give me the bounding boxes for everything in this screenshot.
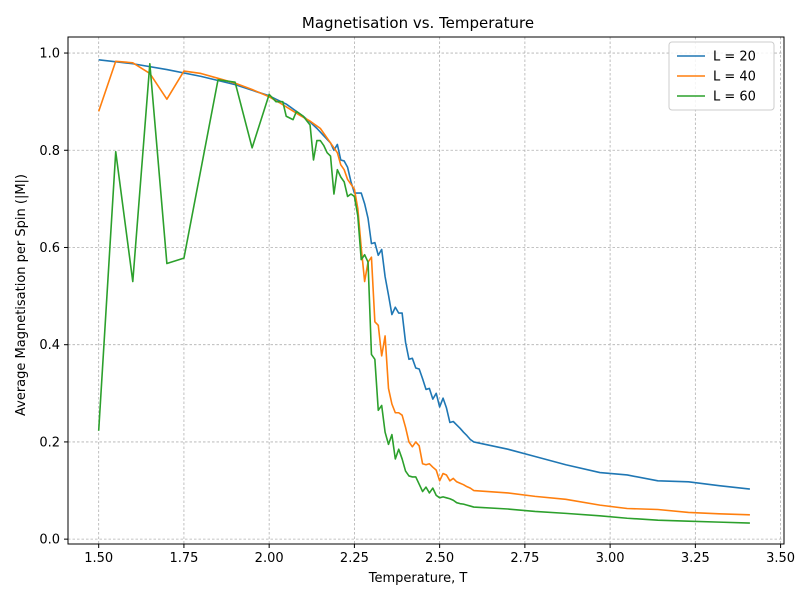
- grid: [68, 37, 784, 544]
- series-line-1: [98, 59, 750, 490]
- y-tick-label: 0.6: [39, 241, 60, 256]
- x-axis-label: Temperature, T: [368, 571, 468, 586]
- y-axis-label: Average Magnetisation per Spin (|M|): [14, 174, 29, 416]
- x-tick-label: 2.00: [255, 551, 284, 566]
- series-line-3: [97, 62, 750, 524]
- y-tick-label: 0.2: [39, 435, 60, 450]
- legend-box: [668, 41, 775, 111]
- chart-title: Magnetisation vs. Temperature: [302, 14, 534, 32]
- legend: L = 20 L = 40 L = 60: [668, 41, 775, 111]
- x-tick-label: 1.50: [84, 551, 113, 566]
- x-axis-ticks: 1.50 1.75 2.00 2.25 2.50 2.75 3.00 3.25 3.50: [84, 544, 795, 566]
- y-tick-label: 1.0: [39, 47, 60, 62]
- y-tick-label: 0.4: [39, 338, 60, 353]
- y-tick-label: 0.8: [39, 144, 60, 159]
- x-tick-label: 3.00: [596, 551, 625, 566]
- x-tick-label: 2.25: [340, 551, 369, 566]
- x-tick-label: 3.50: [766, 551, 795, 566]
- legend-label: L = 60: [713, 90, 756, 105]
- x-tick-label: 1.75: [169, 551, 198, 566]
- series-lines: [97, 59, 750, 524]
- legend-label: L = 40: [713, 70, 756, 85]
- y-axis-ticks: 0.0 0.2 0.4 0.6 0.8 1.0: [39, 47, 68, 548]
- y-tick-label: 0.0: [39, 533, 60, 548]
- x-tick-label: 3.25: [681, 551, 710, 566]
- series-line-2: [97, 60, 750, 516]
- legend-label: L = 20: [713, 50, 756, 65]
- plot-frame: [67, 36, 785, 545]
- x-tick-label: 2.75: [510, 551, 539, 566]
- x-tick-label: 2.50: [425, 551, 454, 566]
